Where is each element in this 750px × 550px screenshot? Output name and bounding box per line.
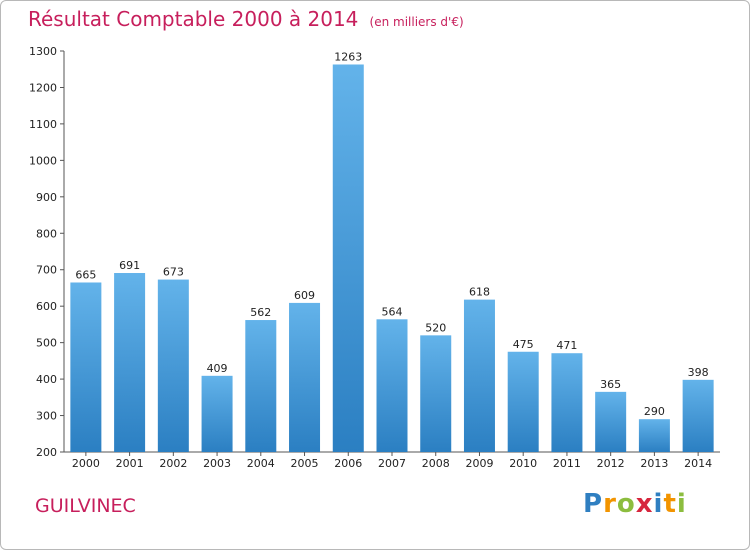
y-tick-label: 1000 (29, 154, 57, 167)
bar-2002 (157, 279, 189, 452)
value-label-2012: 365 (600, 378, 621, 391)
bar-2014 (682, 379, 714, 452)
value-label-2006: 1263 (334, 50, 362, 63)
y-tick-label: 1100 (29, 118, 57, 131)
value-label-2005: 609 (294, 289, 315, 302)
bar-2005 (289, 302, 321, 452)
x-tick-label-2000: 2000 (72, 457, 100, 470)
x-tick-label-2007: 2007 (378, 457, 406, 470)
bar-2012 (595, 391, 627, 452)
y-tick-label: 800 (36, 227, 57, 240)
logo-letter-3: x (635, 489, 654, 519)
value-label-2013: 290 (644, 405, 665, 418)
x-tick-label-2008: 2008 (422, 457, 450, 470)
value-label-2007: 564 (382, 305, 403, 318)
logo-letter-0: P (583, 489, 604, 519)
bars-group (70, 64, 714, 452)
value-label-2000: 665 (75, 268, 96, 281)
y-tick-label: 700 (36, 264, 57, 277)
logo-letter-6: i (676, 489, 687, 519)
bar-2011 (551, 353, 583, 452)
logo-letter-5: t (663, 489, 677, 519)
value-label-2009: 618 (469, 286, 490, 299)
y-tick-label: 400 (36, 373, 57, 386)
proxiti-logo: Proxiti (583, 489, 687, 519)
value-label-2003: 409 (207, 362, 228, 375)
logo-letter-4: i (653, 489, 664, 519)
chart-title-unit: (en milliers d'€) (369, 15, 464, 29)
x-tick-label-2012: 2012 (597, 457, 625, 470)
x-tick-label-2013: 2013 (640, 457, 668, 470)
y-tick-label: 500 (36, 337, 57, 350)
bar-2001 (114, 273, 146, 452)
value-label-2002: 673 (163, 266, 184, 279)
y-tick-label: 300 (36, 410, 57, 423)
logo-letter-1: r (603, 489, 617, 519)
y-tick-label: 1200 (29, 81, 57, 94)
bar-2009 (463, 299, 495, 452)
x-tick-label-2005: 2005 (291, 457, 319, 470)
value-label-2001: 691 (119, 259, 140, 272)
y-tick-label: 200 (36, 446, 57, 459)
value-label-2011: 471 (556, 339, 577, 352)
bar-2004 (245, 320, 277, 452)
y-tick-label: 900 (36, 191, 57, 204)
x-tick-label-2010: 2010 (509, 457, 537, 470)
value-label-2010: 475 (513, 338, 534, 351)
bar-2000 (70, 282, 102, 452)
y-axis: 200 300 400 500 600 700 800 900 1000 1100 1200 1300 (29, 45, 65, 459)
x-axis: 2000 2001 2002 2003 2004 2005 2006 2007 2008 2009… (64, 451, 720, 470)
chart-title: Résultat Comptable 2000 à 2014 (en milli… (28, 7, 464, 31)
bar-2010 (507, 351, 539, 452)
bar-2006 (332, 64, 364, 452)
value-labels-group: 665 691 673 409 562 609 1263 564 520 618 475 471 365… (75, 50, 708, 418)
logo-letter-2: o (616, 489, 636, 519)
x-tick-label-2006: 2006 (334, 457, 362, 470)
bar-2003 (201, 375, 233, 452)
y-tick-label: 1300 (29, 45, 57, 58)
value-label-2004: 562 (250, 306, 271, 319)
value-label-2014: 398 (688, 366, 709, 379)
x-tick-label-2004: 2004 (247, 457, 275, 470)
x-tick-label-2009: 2009 (465, 457, 493, 470)
bar-2007 (376, 319, 408, 452)
x-tick-label-2014: 2014 (684, 457, 712, 470)
x-tick-label-2011: 2011 (553, 457, 581, 470)
bar-2013 (638, 419, 670, 452)
value-label-2008: 520 (425, 321, 446, 334)
chart-title-main: Résultat Comptable 2000 à 2014 (28, 7, 359, 31)
x-tick-label-2001: 2001 (116, 457, 144, 470)
x-tick-label-2003: 2003 (203, 457, 231, 470)
y-tick-label: 600 (36, 300, 57, 313)
x-tick-label-2002: 2002 (159, 457, 187, 470)
bar-2008 (420, 335, 452, 452)
commune-name: GUILVINEC (35, 495, 136, 517)
